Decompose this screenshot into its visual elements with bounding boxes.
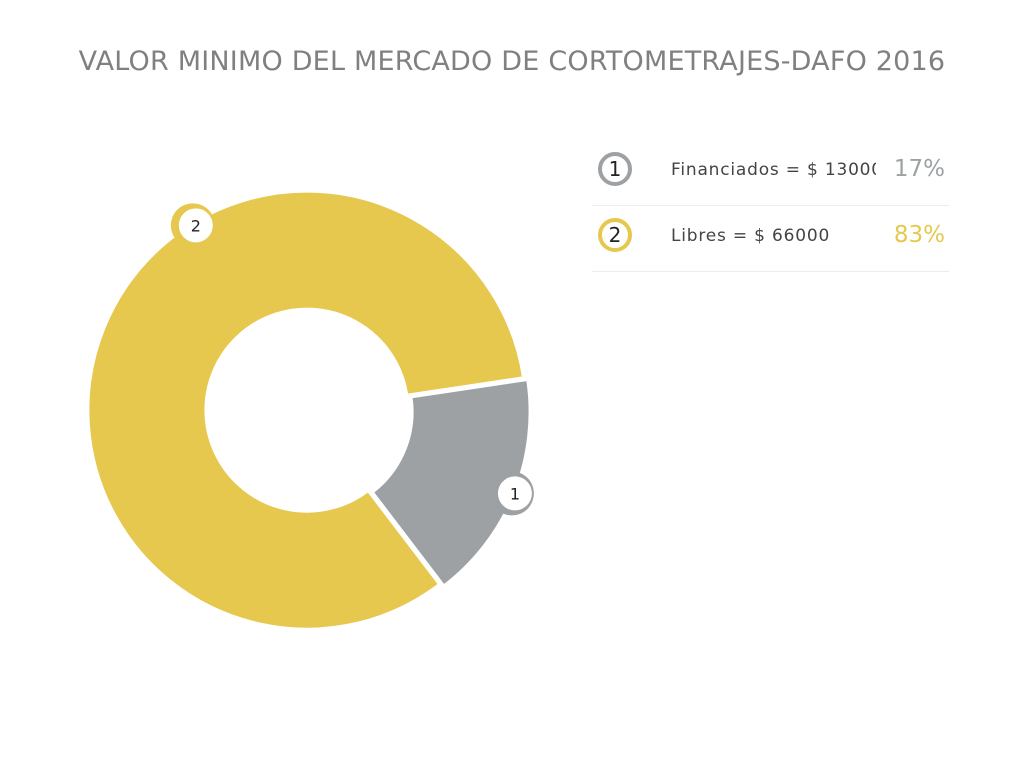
slice-marker-1: 1 <box>489 471 534 516</box>
slice-marker-label-2: 2 <box>191 216 201 235</box>
donut-slice-1 <box>370 377 532 589</box>
slice-marker-label-1: 1 <box>510 484 520 503</box>
donut-chart: 12 <box>86 189 534 631</box>
legend-percent-financiados: 17% <box>893 156 945 182</box>
legend-marker-1: 1 <box>598 152 632 186</box>
slice-marker-2: 2 <box>170 203 215 248</box>
legend-item-financiados: 1 Financiados = $ 13000 17% <box>592 140 949 206</box>
legend-marker-2: 2 <box>598 218 632 252</box>
legend-label-libres: Libres = $ 66000 <box>671 226 831 246</box>
donut-slice-2 <box>86 189 526 631</box>
legend-item-libres: 2 Libres = $ 66000 83% <box>592 206 949 272</box>
legend: 1 Financiados = $ 13000 17% 2 Libres = $… <box>592 140 949 272</box>
chart-title: VALOR MINIMO DEL MERCADO DE CORTOMETRAJE… <box>78 46 946 77</box>
legend-label-financiados: Financiados = $ 13000 <box>671 160 876 180</box>
legend-percent-libres: 83% <box>893 222 945 248</box>
